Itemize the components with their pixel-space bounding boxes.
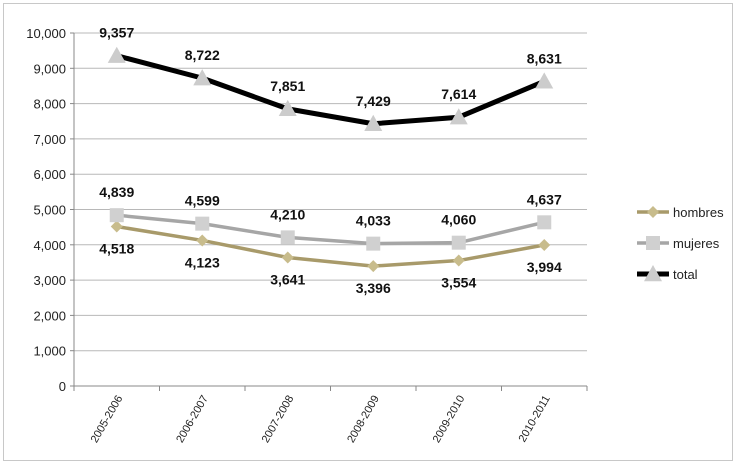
y-tick-label: 7,000 bbox=[33, 132, 66, 147]
marker-hombres bbox=[452, 254, 465, 267]
data-label-hombres: 3,396 bbox=[356, 280, 391, 296]
data-label-total: 8,722 bbox=[185, 47, 220, 63]
marker-total bbox=[535, 72, 554, 89]
series-line-mujeres bbox=[116, 213, 545, 246]
series-line-total bbox=[116, 53, 546, 127]
data-label-hombres: 3,554 bbox=[441, 275, 476, 291]
y-tick-label: 2,000 bbox=[33, 308, 66, 323]
data-label-mujeres: 4,060 bbox=[441, 212, 476, 228]
y-tick-label: 10,000 bbox=[26, 26, 66, 41]
y-tick-label: 4,000 bbox=[33, 238, 66, 253]
data-label-mujeres: 4,839 bbox=[99, 184, 134, 200]
line-chart: 0 1,000 2,000 3,000 4,000 5,000 6,000 7,000 8,00… bbox=[26, 25, 724, 446]
data-label-hombres: 4,123 bbox=[185, 254, 220, 270]
legend-marker-mujeres bbox=[646, 236, 660, 250]
marker-total bbox=[449, 108, 468, 125]
y-tick-label: 3,000 bbox=[33, 273, 66, 288]
x-tick-label: 2009-2010 bbox=[431, 394, 468, 446]
data-label-mujeres: 4,599 bbox=[185, 193, 220, 209]
marker-total bbox=[364, 114, 383, 131]
legend-label-mujeres: mujeres bbox=[673, 236, 720, 251]
marker-total bbox=[107, 46, 126, 63]
x-tick-label: 2006-2007 bbox=[174, 394, 211, 446]
y-tick-label: 1,000 bbox=[33, 344, 66, 359]
x-tick-label: 2005-2006 bbox=[89, 394, 126, 446]
marker-mujeres bbox=[537, 215, 552, 230]
legend-label-total: total bbox=[673, 267, 698, 282]
marker-hombres bbox=[110, 220, 123, 233]
data-label-total: 8,631 bbox=[527, 50, 562, 66]
gridlines bbox=[74, 32, 587, 352]
x-tick-label: 2007-2008 bbox=[260, 394, 297, 446]
data-labels: 4,518 4,123 3,641 3,396 3,554 3,994 4,839 4,599… bbox=[99, 25, 562, 296]
x-tick-label: 2010-2011 bbox=[517, 394, 553, 445]
marker-hombres bbox=[196, 234, 209, 247]
y-tick-label: 8,000 bbox=[33, 97, 66, 112]
data-label-total: 7,851 bbox=[270, 78, 305, 94]
data-label-total: 7,614 bbox=[441, 86, 476, 102]
marker-mujeres bbox=[109, 208, 124, 223]
data-label-mujeres: 4,033 bbox=[356, 213, 391, 229]
marker-mujeres bbox=[451, 235, 466, 250]
marker-hombres bbox=[538, 239, 551, 252]
data-label-hombres: 3,994 bbox=[527, 259, 562, 275]
axes: 0 1,000 2,000 3,000 4,000 5,000 6,000 7,000 8,00… bbox=[26, 26, 588, 446]
y-tick-label: 9,000 bbox=[33, 61, 66, 76]
legend: hombres mujeres total bbox=[637, 205, 724, 282]
y-tick-label: 0 bbox=[59, 379, 66, 394]
series-lines bbox=[116, 53, 546, 268]
data-label-hombres: 4,518 bbox=[99, 241, 134, 257]
series-markers bbox=[107, 46, 554, 273]
marker-mujeres bbox=[195, 216, 210, 231]
data-label-hombres: 3,641 bbox=[270, 271, 305, 287]
y-tick-label: 6,000 bbox=[33, 167, 66, 182]
data-label-mujeres: 4,210 bbox=[270, 206, 305, 222]
legend-marker-hombres bbox=[647, 206, 659, 218]
marker-total bbox=[193, 69, 212, 86]
legend-label-hombres: hombres bbox=[673, 205, 724, 220]
data-label-mujeres: 4,637 bbox=[527, 191, 562, 207]
marker-hombres bbox=[367, 260, 380, 273]
marker-hombres bbox=[281, 251, 294, 264]
x-tick-label: 2008-2009 bbox=[345, 394, 382, 446]
y-tick-label: 5,000 bbox=[33, 203, 66, 218]
marker-mujeres bbox=[366, 236, 381, 251]
data-label-total: 7,429 bbox=[356, 93, 391, 109]
data-label-total: 9,357 bbox=[99, 25, 134, 41]
chart-frame: 0 1,000 2,000 3,000 4,000 5,000 6,000 7,000 8,00… bbox=[3, 3, 733, 461]
marker-mujeres bbox=[280, 230, 295, 245]
legend-marker-total bbox=[644, 265, 662, 282]
marker-total bbox=[278, 99, 297, 117]
series-line-hombres bbox=[116, 224, 545, 268]
